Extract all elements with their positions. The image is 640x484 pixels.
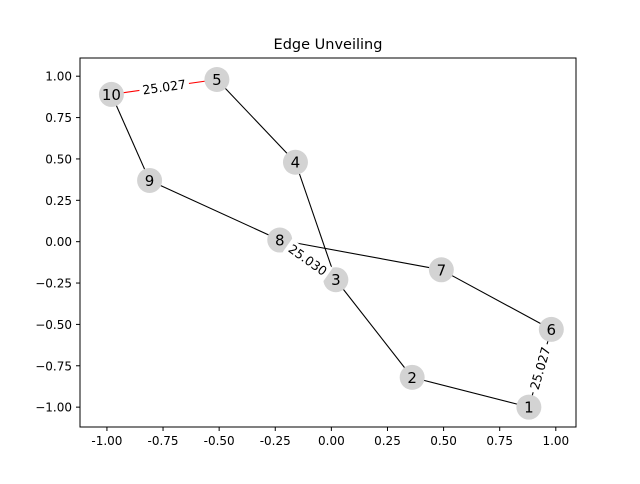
node-circle	[204, 67, 230, 93]
node-circle	[137, 167, 163, 193]
y-tick-label: 0.25	[45, 194, 72, 208]
node-label: 9	[145, 172, 155, 190]
x-tick-label: 0.75	[486, 434, 513, 448]
node-7: 7	[428, 257, 454, 283]
node-circle	[399, 364, 425, 390]
node-circle	[538, 316, 564, 342]
node-circle	[282, 149, 308, 175]
node-label: 7	[437, 261, 447, 279]
node-10: 10	[98, 81, 124, 107]
edge-9-8	[149, 179, 280, 241]
y-tick-label: −0.75	[35, 359, 72, 373]
plot-area-frame	[79, 57, 577, 428]
node-label: 8	[275, 232, 285, 250]
y-tick-label: 0.75	[45, 111, 72, 125]
edges-layer	[110, 78, 552, 408]
node-6: 6	[538, 316, 564, 342]
node-circle	[267, 227, 293, 253]
x-tick-label: -0.25	[260, 434, 291, 448]
edge-7-6	[441, 269, 552, 330]
node-circle	[98, 81, 124, 107]
node-1: 1	[516, 394, 542, 420]
y-tick-label: 1.00	[45, 70, 72, 84]
nodes-layer: 1 2 3 4 5 6 7 8 9 10	[98, 67, 564, 420]
edge-label-6-1: 25.027	[525, 342, 555, 395]
edge-label-background	[138, 75, 191, 99]
chart-title: Edge Unveiling	[274, 37, 383, 53]
node-2: 2	[399, 364, 425, 390]
x-tick-label: 1.00	[542, 434, 569, 448]
node-9: 9	[137, 167, 163, 193]
y-tick-label: −0.25	[35, 277, 72, 291]
node-circle	[516, 394, 542, 420]
node-label: 1	[524, 399, 534, 417]
node-circle	[428, 257, 454, 283]
node-label: 4	[291, 154, 301, 172]
node-label: 5	[212, 71, 222, 89]
y-tick-label: 0.50	[45, 152, 72, 166]
edge-labels-layer: 25.027 25.027 25.030	[138, 75, 555, 395]
x-tick-label: -0.50	[204, 434, 235, 448]
node-label: 10	[102, 86, 121, 104]
edge-label-text: 25.030	[286, 241, 330, 279]
y-tick-label: −0.50	[35, 318, 72, 332]
x-tick-label: -1.00	[91, 434, 122, 448]
edge-1-2	[412, 376, 530, 408]
x-tick-label: 0.00	[318, 434, 345, 448]
node-8: 8	[267, 227, 293, 253]
edge-label-5-10: 25.027	[138, 75, 191, 99]
node-4: 4	[282, 149, 308, 175]
node-label: 6	[547, 321, 557, 339]
node-label: 3	[331, 271, 341, 289]
y-axis: 1.00 0.75 0.50 0.25 0.00 −0.25 −0.50 −0.75 −1.00	[35, 70, 80, 415]
edge-3-4	[294, 162, 337, 280]
edge-8-7	[279, 239, 442, 271]
y-tick-label: 0.00	[45, 235, 72, 249]
x-tick-label: 0.50	[430, 434, 457, 448]
y-tick-label: −1.00	[35, 401, 72, 415]
edge-label-background	[282, 238, 333, 281]
edge-2-3	[335, 279, 413, 378]
edge-label-background	[525, 342, 555, 395]
edge-label-text: 25.027	[141, 76, 186, 97]
node-label: 2	[407, 369, 417, 387]
x-tick-label: 0.25	[374, 434, 401, 448]
node-5: 5	[204, 67, 230, 93]
edge-4-5	[216, 79, 296, 163]
node-circle	[323, 267, 349, 293]
x-tick-label: -0.75	[148, 434, 179, 448]
edge-label-text: 25.027	[527, 345, 554, 391]
x-axis: -1.00 -0.75 -0.50 -0.25 0.00 0.25 0.50 0.75 1.00	[91, 427, 569, 448]
node-3: 3	[323, 267, 349, 293]
edge-10-9	[110, 94, 151, 181]
